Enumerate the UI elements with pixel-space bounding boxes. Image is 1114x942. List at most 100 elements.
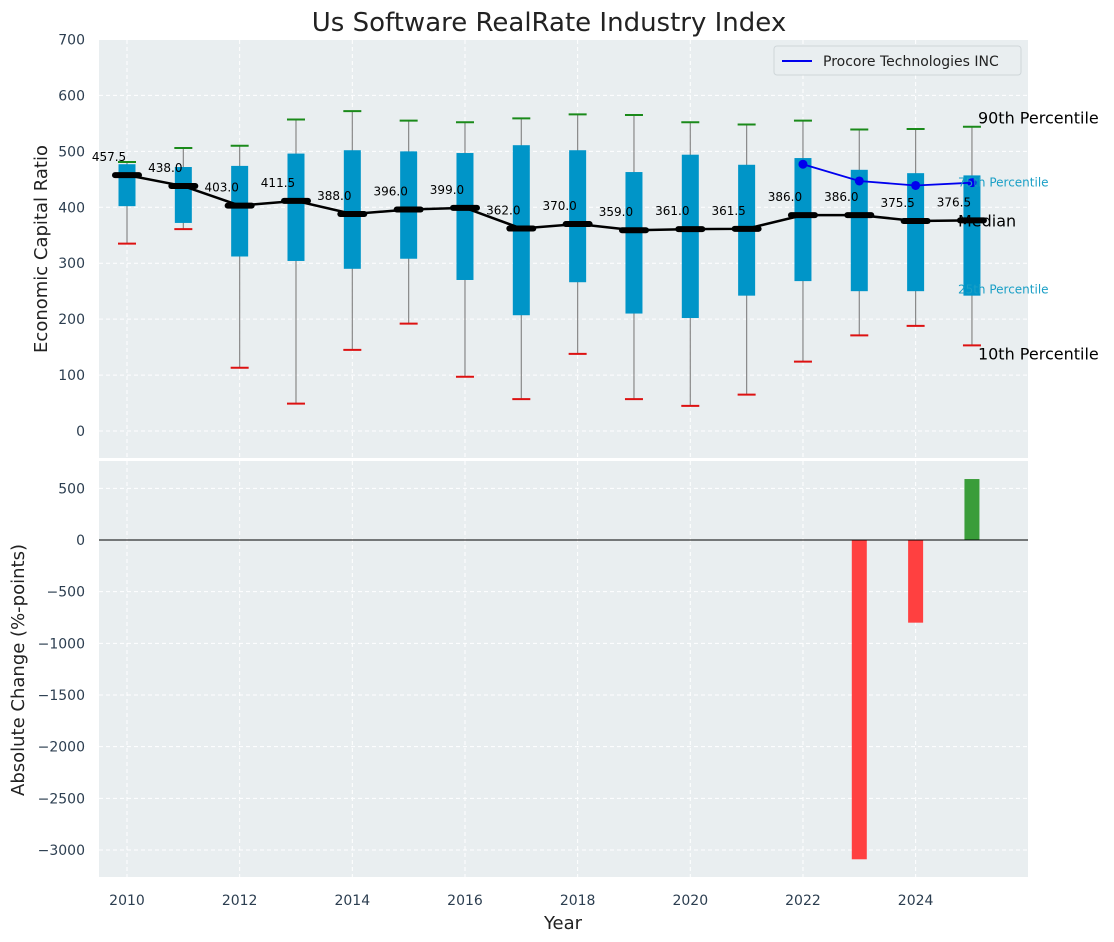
iqr-box	[231, 165, 249, 257]
top-y-tick-label: 200	[58, 312, 85, 328]
top-y-tick-label: 600	[58, 88, 85, 104]
box-2013	[286, 118, 305, 405]
median-value-label: 399.0	[430, 183, 464, 197]
change-bar-2024	[908, 540, 924, 623]
top-y-axis-label: Economic Capital Ratio	[31, 145, 52, 353]
box-2025	[962, 125, 981, 347]
company-line-group	[798, 159, 977, 190]
company-line	[802, 163, 972, 187]
iqr-box	[343, 150, 361, 269]
top-y-tick-label: 500	[58, 144, 85, 160]
x-tick-label: 2018	[560, 893, 596, 909]
iqr-box	[850, 169, 868, 292]
median-value-label: 438.0	[148, 161, 182, 175]
box-2023	[850, 128, 869, 337]
top-y-tick-label: 400	[58, 200, 85, 216]
box-2015	[399, 119, 418, 325]
median-line-group	[112, 172, 987, 234]
x-tick-label: 2014	[334, 893, 370, 909]
median-labels: 457.5 438.0 403.0 411.5 388.0 396.0 399.0 362.0…	[92, 150, 971, 219]
median-value-label: 396.0	[373, 185, 407, 199]
box-2016	[455, 121, 474, 378]
legend: Procore Technologies INC	[773, 45, 1022, 76]
annotation-p75: 75th Percentile	[958, 175, 1049, 189]
box-2019	[624, 113, 643, 401]
median-value-label: 411.5	[261, 176, 295, 190]
x-tick-label: 2024	[898, 893, 934, 909]
box-2018	[568, 113, 587, 355]
bottom-y-tick-label: −1500	[38, 688, 85, 704]
iqr-box	[174, 167, 192, 223]
bottom-y-axis-label: Absolute Change (%-points)	[8, 544, 29, 796]
iqr-box	[625, 172, 643, 314]
top-y-tick-label: 100	[58, 368, 85, 384]
company-point	[854, 176, 864, 186]
median-value-label: 375.5	[880, 196, 914, 210]
change-bar-2023	[851, 540, 867, 860]
x-tick-label: 2012	[222, 893, 258, 909]
change-bar-2025	[964, 479, 980, 540]
median-value-label: 361.0	[655, 204, 689, 218]
bottom-y-tick-label: 0	[76, 533, 85, 549]
change-bars	[851, 479, 980, 860]
x-ticks: 2010 2012 2014 2016 2018 2020 2022 2024	[109, 893, 933, 909]
median-trend-line	[126, 173, 972, 232]
median-value-label: 388.0	[317, 189, 351, 203]
company-point	[911, 180, 921, 190]
x-tick-label: 2010	[109, 893, 145, 909]
annotation-median: Median	[958, 211, 1016, 230]
x-tick-label: 2016	[447, 893, 483, 909]
company-point	[798, 159, 808, 169]
bottom-y-tick-label: 500	[58, 481, 85, 497]
bottom-y-tick-label: −3000	[38, 843, 85, 859]
bottom-plot-area	[99, 461, 1028, 877]
iqr-box	[118, 164, 136, 207]
x-tick-label: 2020	[672, 893, 708, 909]
top-y-tick-label: 300	[58, 256, 85, 272]
iqr-box	[963, 175, 981, 296]
percentile-annotations: 90th Percentile 75th Percentile Median 25th…	[958, 109, 1099, 364]
legend-box	[773, 45, 1022, 76]
box-2024	[906, 127, 925, 327]
iqr-box	[681, 154, 699, 319]
bottom-grid	[99, 461, 1028, 877]
annotation-p90: 90th Percentile	[978, 109, 1099, 128]
iqr-box	[794, 158, 812, 282]
median-value-label: 370.0	[542, 199, 576, 213]
median-value-label: 386.0	[824, 190, 858, 204]
x-axis-label: Year	[543, 913, 583, 934]
annotation-p10: 10th Percentile	[978, 344, 1099, 363]
company-point	[967, 178, 977, 188]
iqr-box	[456, 153, 474, 280]
iqr-box	[569, 150, 587, 283]
bottom-y-tick-label: −2500	[38, 791, 85, 807]
box-2020	[681, 121, 700, 407]
top-y-tick-label: 0	[76, 424, 85, 440]
chart-title: Us Software RealRate Industry Index	[312, 8, 786, 38]
top-y-tick-label: 700	[58, 32, 85, 48]
median-value-label: 362.0	[486, 204, 520, 218]
median-value-label: 359.0	[599, 205, 633, 219]
top-plot-area	[99, 40, 1028, 458]
bottom-y-tick-label: −2000	[38, 740, 85, 756]
iqr-box	[287, 153, 305, 261]
median-value-label: 376.5	[937, 195, 971, 209]
box-2014	[343, 110, 362, 351]
bottom-y-tick-label: −500	[47, 585, 85, 601]
top-y-ticks: 0 100 200 300 400 500 600 700	[58, 32, 85, 440]
median-value-label: 361.5	[711, 204, 745, 218]
box-plot-group	[118, 110, 981, 407]
annotation-p25: 25th Percentile	[958, 283, 1049, 297]
iqr-box	[907, 173, 925, 292]
x-tick-label: 2022	[785, 893, 821, 909]
median-value-label: 386.0	[768, 190, 802, 204]
bottom-y-tick-label: −1000	[38, 636, 85, 652]
median-value-label: 457.5	[92, 150, 126, 164]
box-2012	[230, 144, 249, 369]
bottom-y-ticks: −3000 −2500 −2000 −1500 −1000 −500 0 500	[38, 481, 85, 859]
legend-entry-label: Procore Technologies INC	[823, 54, 999, 70]
median-value-label: 403.0	[204, 181, 238, 195]
iqr-box	[400, 151, 418, 259]
